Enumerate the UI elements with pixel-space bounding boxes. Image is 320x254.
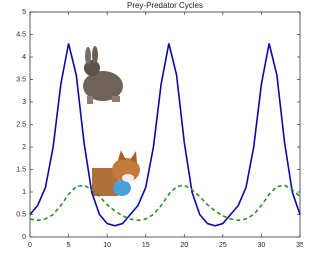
y-tick-label: 4.5 xyxy=(16,31,26,38)
chart: Prey-Predator Cycles 0 0.5 1 1.5 2 2.5 3 3.5 4 4.… xyxy=(0,0,303,254)
y-tick-label: 5 xyxy=(22,9,26,16)
y-tick-label: 0 xyxy=(22,234,26,241)
x-tick-label: 35 xyxy=(296,242,303,249)
y-tick-label: 2 xyxy=(22,144,26,151)
y-tick-label: 2.5 xyxy=(16,121,26,128)
y-tick-label: 0.5 xyxy=(16,211,26,218)
y-tick-label: 3.5 xyxy=(16,76,26,83)
x-tick-label: 20 xyxy=(180,242,188,249)
x-tick-label: 15 xyxy=(142,242,150,249)
y-tick-label: 1.5 xyxy=(16,166,26,173)
y-tick-label: 1 xyxy=(22,189,26,196)
x-tick-label: 10 xyxy=(103,242,111,249)
x-tick-label: 25 xyxy=(219,242,227,249)
y-tick-label: 4 xyxy=(22,54,26,61)
chart-title: Prey-Predator Cycles xyxy=(127,1,203,10)
x-tick-label: 0 xyxy=(28,242,32,249)
x-tick-label: 5 xyxy=(67,242,71,249)
y-tick-label: 3 xyxy=(22,99,26,106)
x-tick-label: 30 xyxy=(258,242,266,249)
